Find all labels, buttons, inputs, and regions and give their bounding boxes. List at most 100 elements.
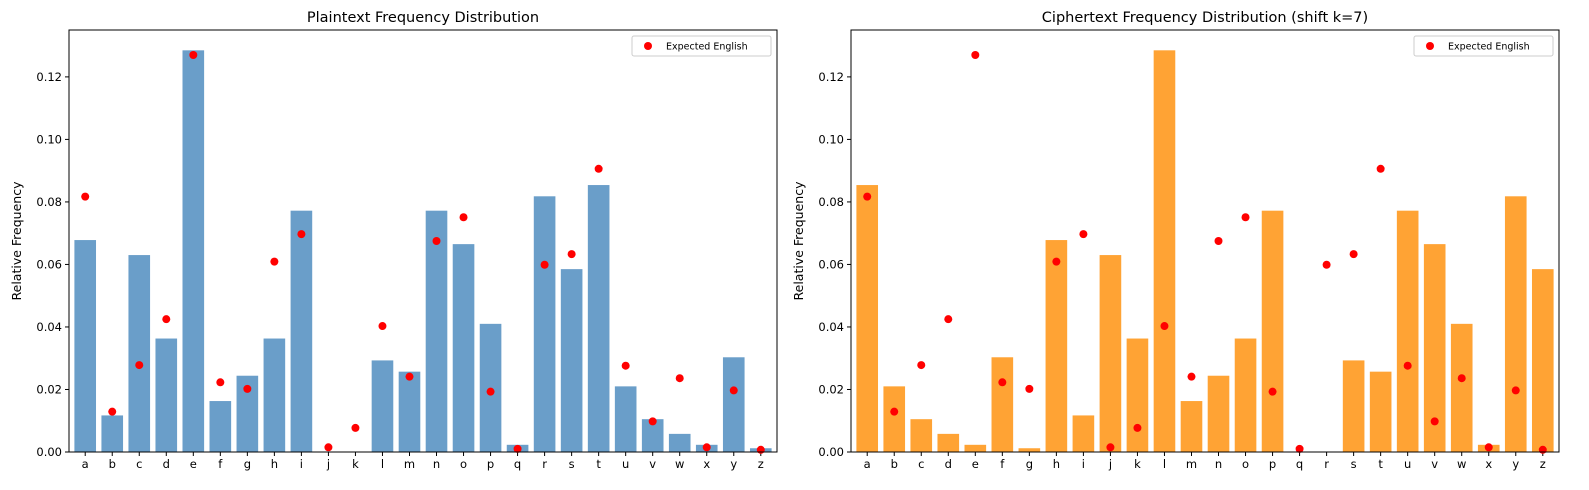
x-tick-label: m [1186,457,1197,471]
expected-point-v [1430,417,1439,426]
chart-title: Plaintext Frequency Distribution [307,10,539,26]
y-tick-label: 0.00 [818,445,844,459]
x-tick-label: o [1242,457,1249,471]
bar-c [910,419,933,452]
expected-point-o [459,213,468,222]
expected-point-f [998,378,1007,387]
expected-point-j [1106,443,1115,452]
bar-a [74,240,97,452]
expected-point-a [81,192,90,201]
x-tick-label: a [864,457,871,471]
expected-point-y [729,386,738,395]
expected-point-s [567,250,576,259]
expected-point-n [432,237,441,245]
bar-g [236,375,259,452]
expected-point-l [378,322,387,331]
expected-point-t [1376,164,1385,173]
legend-box [631,35,772,57]
bar-k [1126,338,1149,452]
bar-f [209,401,232,452]
bar-j [1099,255,1122,452]
bar-n [1207,375,1230,452]
bar-t [587,185,610,453]
x-tick-label: r [1324,457,1329,471]
bar-e [964,444,987,452]
plot-frame [68,29,778,453]
expected-point-t [594,164,603,173]
x-ticks: a b c d e f g h i j k l m n o p q r s t u v w x y z [82,452,764,471]
expected-point-u [621,361,630,370]
expected-points [863,51,1547,454]
y-tick-label: 0.10 [36,132,62,146]
expected-point-q [513,444,522,453]
expected-point-i [1079,230,1088,239]
x-tick-label: w [1457,457,1466,471]
expected-point-k [351,423,360,432]
expected-point-m [1187,372,1196,381]
x-tick-label: n [1215,457,1222,471]
x-tick-label: h [271,457,278,471]
expected-point-c [135,361,144,370]
x-tick-label: f [218,457,223,471]
plot-frame [850,29,1560,453]
x-tick-label: y [1512,457,1519,471]
x-tick-label: u [1404,457,1411,471]
legend-label: Expected English [1448,42,1530,53]
expected-point-m [405,372,414,381]
x-tick-label: j [326,457,330,471]
ciphertext-chart: Ciphertext Frequency Distribution (shift… [791,10,1560,471]
expected-point-k [1133,423,1142,432]
x-tick-label: h [1053,457,1060,471]
bar-m [1180,401,1203,452]
x-tick-label: p [1269,457,1276,471]
x-tick-label: l [1163,457,1166,471]
bar-t [1369,371,1392,452]
x-tick-label: e [190,457,197,471]
expected-point-w [675,374,684,383]
bar-l [371,360,394,452]
expected-point-i [297,230,306,239]
expected-point-q [1295,444,1304,453]
bar-m [398,371,421,452]
bar-e [182,50,205,452]
x-tick-label: z [758,457,764,471]
x-tick-label: p [487,457,494,471]
expected-point-l [1160,322,1169,331]
bar-v [1423,244,1446,452]
y-ticks: 0.00 0.02 0.04 0.06 0.08 0.10 0.12 [36,70,69,459]
expected-point-g [243,384,252,393]
x-tick-label: a [82,457,89,471]
x-tick-label: i [1082,457,1085,471]
y-axis-label: Relative Frequency [9,181,24,301]
expected-point-n [1214,237,1223,245]
expected-point-x [702,443,711,452]
bar-l [1153,50,1176,452]
bar-n [425,210,448,452]
x-tick-label: z [1540,457,1546,471]
bar-a [856,185,879,453]
bar-o [1234,338,1257,452]
chart-title: Ciphertext Frequency Distribution (shift… [1042,10,1368,26]
x-tick-label: j [1108,457,1112,471]
expected-point-f [216,378,225,387]
x-tick-label: d [945,457,952,471]
x-tick-label: v [1431,457,1438,471]
y-tick-label: 0.02 [36,382,62,396]
y-axis-label: Relative Frequency [791,181,806,301]
bar-s [1342,360,1365,452]
bar-d [937,433,960,452]
bar-y [722,357,745,452]
bar-z [1531,269,1554,452]
x-tick-label: b [109,457,116,471]
legend-box [1413,35,1554,57]
y-tick-label: 0.12 [818,70,844,84]
bar-o [452,244,475,452]
expected-point-v [648,417,657,426]
bar-s [560,269,583,452]
x-tick-label: k [1134,457,1141,471]
x-tick-label: n [433,457,440,471]
x-tick-label: v [649,457,656,471]
bar-u [1396,210,1419,452]
bar-d [155,338,178,452]
